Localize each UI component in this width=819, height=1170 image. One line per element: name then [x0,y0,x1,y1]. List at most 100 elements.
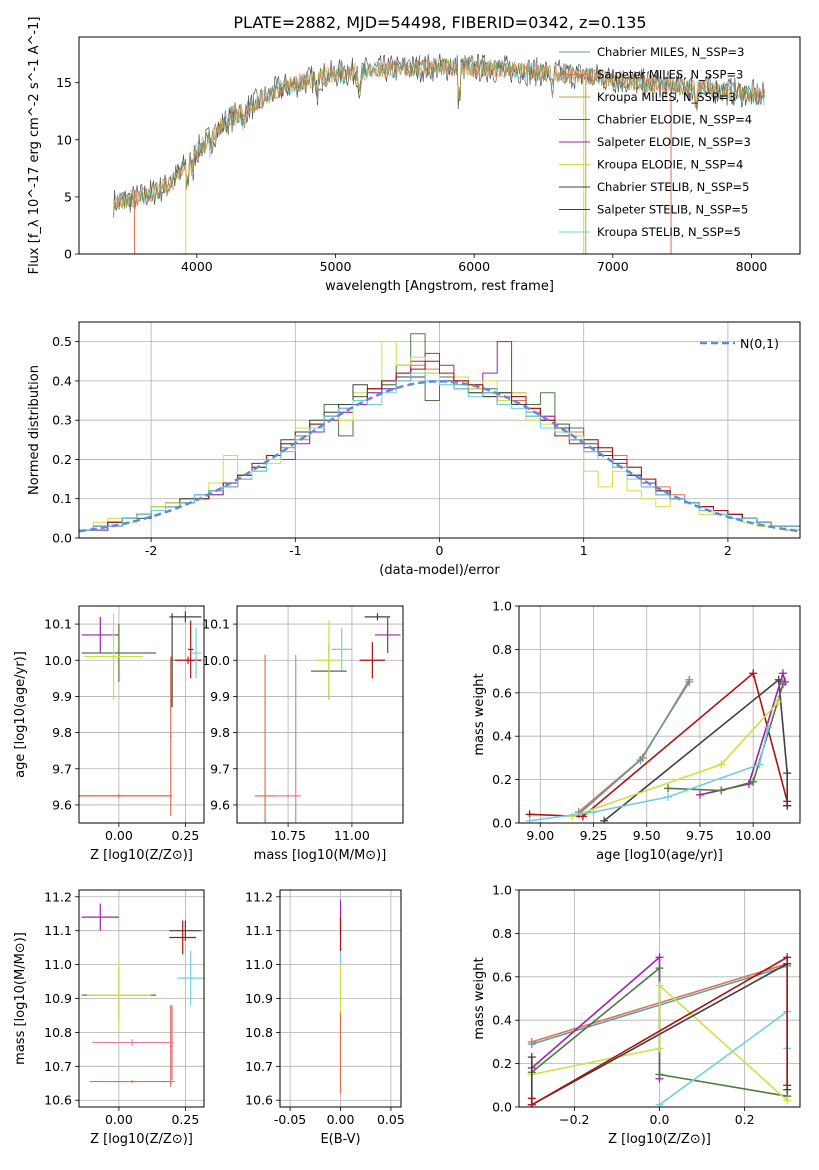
x-tick-label: 7000 [597,259,629,274]
legend-label-gaussian: N(0,1) [740,336,779,351]
x-tick-label: 9.75 [686,828,714,843]
x-tick-label: 2 [724,543,732,558]
x-axis-label: age [log10(age/yr)] [596,848,723,863]
y-tick-label: 10.8 [245,1025,273,1040]
y-tick-label: 0.1 [52,491,72,506]
y-tick-label: 10.6 [245,1093,273,1108]
x-tick-label: 9.25 [580,828,608,843]
y-axis-label: Normed distribution [27,365,42,495]
y-tick-label: 11.2 [245,889,273,904]
x-tick-label: 0.25 [171,828,199,843]
legend-label-salpeter_miles: Salpeter MILES, N_SSP=3 [597,68,743,82]
y-tick-label: 9.6 [210,797,230,812]
axes-frame [236,605,404,824]
y-tick-label: 0 [64,247,72,262]
gaussian-curve [79,380,800,533]
y-tick-label: 0.8 [492,642,512,657]
legend-label-salpeter_stelib: Salpeter STELIB, N_SSP=5 [597,203,748,217]
axes-frame [78,605,205,824]
panel-residuals: -2 -1 0 1 2 0.0 0.1 0.2 0.3 0.4 0.5 N(0,1) (data-mod… [27,321,801,578]
y-tick-label: 10.1 [44,617,72,632]
legend-label-kroupa_elodie: Kroupa ELODIE, N_SSP=4 [597,158,743,172]
x-tick-label: -0.05 [274,1112,306,1127]
y-tick-label: 1.0 [492,599,512,614]
panel-weight_vs_Z: −0.2 0.0 0.2 0.0 0.2 0.4 0.6 0.8 1.0 Z [log10(Z/Z… [472,883,801,1147]
x-tick-label: 0 [436,543,444,558]
y-tick-label: 9.8 [52,725,72,740]
y-tick-label: 10.8 [44,1025,72,1040]
x-tick-label: 1 [580,543,588,558]
weight-line-chabrier_elodie [667,683,784,792]
x-tick-label: 0.00 [105,828,133,843]
y-tick-label: 11.1 [44,923,72,938]
x-tick-label: 0.2 [735,1112,755,1127]
x-axis-label: E(B-V) [320,1132,360,1147]
plot-area-spectrum [113,53,766,254]
y-tick-label: 9.6 [52,797,72,812]
y-tick-label: 0.2 [52,452,72,467]
x-tick-label: 6000 [458,259,490,274]
y-tick-label: 0.8 [492,926,512,941]
x-tick-label: −0.2 [559,1112,589,1127]
legend-label-kroupa_stelib: Kroupa STELIB, N_SSP=5 [597,225,741,239]
weight-line-chabrier_stelib [603,678,788,822]
y-tick-label: 0.4 [492,1013,512,1028]
plot-area-weight_vs_age [525,669,792,823]
weight-line-kroupa_elodie [531,983,788,1102]
spectrum-line-kroupa_miles [113,58,766,209]
x-axis-label: Z [log10(Z/Z⊙)] [90,1132,193,1147]
y-tick-label: 0.0 [52,531,72,546]
legend-label-salpeter_elodie: Salpeter ELODIE, N_SSP=3 [597,135,751,149]
x-tick-label: 9.50 [633,828,661,843]
y-tick-label: 0.4 [492,729,512,744]
y-tick-label: 10.9 [44,991,72,1006]
x-tick-label: 0.05 [377,1112,405,1127]
axes-frame [518,605,801,824]
y-tick-label: 10.0 [202,653,230,668]
x-axis-label: mass [log10(M/M⊙)] [254,848,387,863]
panel-mass_vs_ebv: -0.05 0.00 0.05 10.6 10.7 10.8 10.9 11.0 11.1 11.… [245,889,405,1147]
y-tick-label: 10.7 [44,1059,72,1074]
x-tick-label: 0.0 [650,1112,670,1127]
plot-area-weight_vs_Z [527,953,792,1107]
x-tick-label: -1 [289,543,301,558]
axes-frame [78,36,801,255]
y-tick-label: 10.6 [44,1093,72,1108]
spectrum-line-chabrier_stelib [113,53,766,218]
y-tick-label: 0.6 [492,969,512,984]
x-tick-label: 10.00 [735,828,771,843]
plot-area-mass_vs_ebv [339,900,342,1094]
legend-label-chabrier_stelib: Chabrier STELIB, N_SSP=5 [597,180,749,194]
y-tick-label: 5 [64,189,72,204]
y-tick-label: 0.3 [52,413,72,428]
y-tick-label: 10.1 [202,617,230,632]
plot-area-residuals [79,333,800,533]
x-tick-label: 11.00 [334,828,370,843]
y-tick-label: 0.5 [52,334,72,349]
panel-age_vs_Z: 0.00 0.25 9.6 9.7 9.8 9.9 10.0 10.1 Z [log10(Z/Z… [13,605,205,863]
panel-age_vs_mass: 10.75 11.00 9.6 9.7 9.8 9.9 10.0 10.1 mass [log1… [202,605,404,863]
x-tick-label: 10.75 [270,828,306,843]
x-axis-label: wavelength [Angstrom, rest frame] [325,279,554,294]
y-tick-label: 15 [56,75,72,90]
x-tick-label: 5000 [320,259,352,274]
x-axis-label: Z [log10(Z/Z⊙)] [90,848,193,863]
x-axis-label: Z [log10(Z/Z⊙)] [608,1132,711,1147]
plot-area-mass_vs_Z [81,903,204,1087]
y-tick-label: 0.2 [492,772,512,787]
plot-area-age_vs_mass [254,613,401,823]
y-tick-label: 9.8 [210,725,230,740]
y-tick-label: 11.2 [44,889,72,904]
x-axis-label: (data-model)/error [379,563,500,578]
x-tick-label: 0.00 [105,1112,133,1127]
y-tick-label: 9.7 [210,761,230,776]
y-axis-label: mass weight [472,673,487,755]
y-tick-label: 0.6 [492,685,512,700]
y-tick-label: 10.0 [44,653,72,668]
plot-area-age_vs_Z [79,611,202,816]
y-tick-label: 11.0 [245,957,273,972]
x-tick-label: 9.00 [526,828,554,843]
y-tick-label: 0.0 [492,1100,512,1115]
x-tick-label: 8000 [736,259,768,274]
